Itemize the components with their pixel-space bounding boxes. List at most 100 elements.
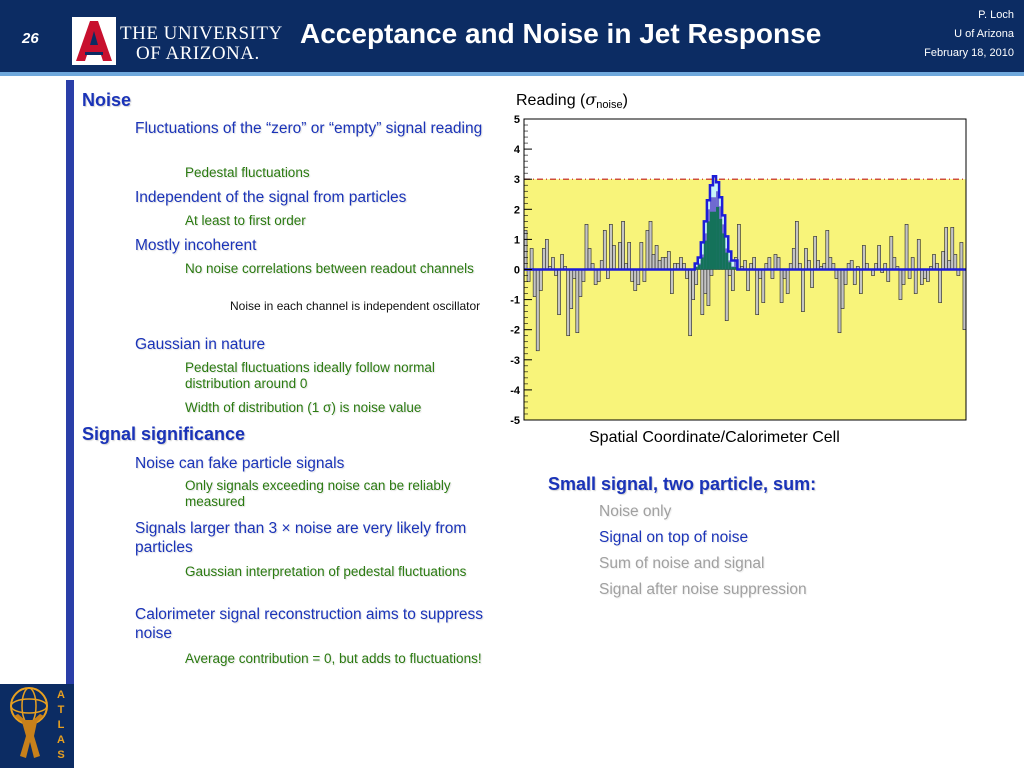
noise-bar xyxy=(535,269,540,352)
y-tick-label: -3 xyxy=(510,355,520,367)
noise-bar xyxy=(648,221,653,270)
noise-bar xyxy=(752,257,756,270)
bullet-pedestal-follow: Pedestal fluctuations ideally follow nor… xyxy=(185,360,435,391)
sum-bar xyxy=(722,233,726,270)
noise-bar xyxy=(529,248,534,270)
y-tick-label: 4 xyxy=(514,144,521,156)
noise-bar xyxy=(651,254,656,270)
noise-bar xyxy=(670,269,674,294)
noise-bar xyxy=(776,257,781,270)
noise-bar xyxy=(633,269,638,291)
noise-bar xyxy=(743,260,747,270)
noise-bar xyxy=(688,269,692,337)
bullet-no-correlations: No noise correlations between readout ch… xyxy=(185,261,474,276)
bullet-gaussian: Gaussian in nature xyxy=(135,336,266,353)
noise-bar xyxy=(852,269,857,285)
noise-bar xyxy=(913,269,918,294)
noise-bar xyxy=(602,230,607,270)
noise-bar xyxy=(849,260,854,270)
noise-bar xyxy=(886,269,891,282)
noise-bar xyxy=(840,269,845,309)
noise-bar xyxy=(532,269,537,297)
signal-bar xyxy=(731,260,735,270)
noise-bar xyxy=(578,269,583,297)
noise-bar xyxy=(730,269,735,291)
sum-bar xyxy=(731,267,735,270)
noise-bar xyxy=(724,269,729,321)
sum-bar xyxy=(694,267,698,270)
noise-bar xyxy=(657,260,662,270)
legend-item-noise-only: Noise only xyxy=(599,503,672,520)
noise-bar xyxy=(700,269,705,315)
noise-bar xyxy=(761,269,766,303)
noise-bar xyxy=(642,269,647,282)
legend-item-sum: Sum of noise and signal xyxy=(599,555,765,572)
noise-bar xyxy=(609,224,613,270)
y-tick-label: 1 xyxy=(514,234,520,246)
noise-bar xyxy=(950,227,955,270)
noise-bar xyxy=(663,257,668,270)
noise-bar xyxy=(813,236,817,270)
noise-bar xyxy=(910,257,915,270)
noise-bar xyxy=(767,257,772,270)
chart-bg-below-threshold xyxy=(524,179,966,420)
sum-bar xyxy=(716,206,720,270)
noise-bar xyxy=(709,269,714,276)
noise-bar xyxy=(557,269,561,315)
noise-bar xyxy=(947,260,952,270)
bullet-independent: Independent of the signal from particles xyxy=(135,189,407,206)
noise-bar xyxy=(758,269,763,279)
noise-bar xyxy=(679,257,683,270)
sum-bar xyxy=(734,267,738,270)
bullet-noise: Noise xyxy=(82,90,132,110)
noise-bar xyxy=(898,269,903,300)
noise-bar xyxy=(551,257,555,270)
noise-bar xyxy=(727,269,732,276)
noise-bar xyxy=(545,239,549,270)
noise-bar xyxy=(932,254,936,270)
noise-bar xyxy=(694,269,699,285)
noise-bar xyxy=(837,269,842,334)
noise-bar xyxy=(889,236,894,270)
noise-bar xyxy=(804,248,808,270)
chart-x-title: Spatial Coordinate/Calorimeter Cell xyxy=(589,429,840,446)
bullet-average: Average contribution = 0, but adds to fl… xyxy=(185,651,482,666)
noise-bar xyxy=(825,230,830,270)
noise-bar xyxy=(770,269,775,279)
chart-bg-above-threshold xyxy=(524,119,966,180)
chart-y-title-prefix: Reading ( xyxy=(516,92,586,109)
bullet-interp: Gaussian interpretation of pedestal fluc… xyxy=(185,564,467,579)
noise-histogram-chart: 5 4 3 2 1 0 -1 -2 -3 -4 -5 xyxy=(510,114,967,427)
noise-bar xyxy=(685,269,689,279)
y-tick-label: 0 xyxy=(514,265,520,277)
noise-bar xyxy=(612,245,616,270)
noise-bar xyxy=(621,221,625,270)
noise-bar xyxy=(703,269,708,294)
suppressed-bar xyxy=(734,260,738,270)
noise-bar xyxy=(892,257,897,270)
noise-bar xyxy=(859,269,863,294)
noise-bar xyxy=(785,269,790,294)
sum-bar xyxy=(700,257,704,270)
noise-bar xyxy=(779,269,784,303)
bullet-fluctuations: Fluctuations of the “zero” or “empty” si… xyxy=(135,120,483,137)
slide-number: 26 xyxy=(22,30,39,47)
bullet-reconstruction: Calorimeter signal reconstruction aims t… xyxy=(135,606,484,642)
y-tick-label: 2 xyxy=(514,204,520,216)
university-wordmark: THE UNIVERSITY OF ARIZONA. xyxy=(120,24,283,64)
chart-y-title-symbol: σ xyxy=(585,90,597,109)
noise-bar xyxy=(560,254,564,270)
sidebar-stripe xyxy=(66,80,74,768)
noise-bar xyxy=(828,257,833,270)
noise-bar xyxy=(636,269,641,285)
noise-bar xyxy=(572,269,577,279)
y-tick-label: -2 xyxy=(510,325,520,337)
noise-bar xyxy=(810,269,814,288)
atlas-letter: A xyxy=(57,734,65,746)
sum-bar xyxy=(697,264,701,270)
noise-bar xyxy=(773,254,778,270)
y-tick-label: -5 xyxy=(510,415,520,427)
slide-title: Acceptance and Noise in Jet Response xyxy=(300,18,822,49)
bullet-width: Width of distribution (1 σ) is noise val… xyxy=(185,400,422,415)
sum-bar xyxy=(719,218,723,270)
